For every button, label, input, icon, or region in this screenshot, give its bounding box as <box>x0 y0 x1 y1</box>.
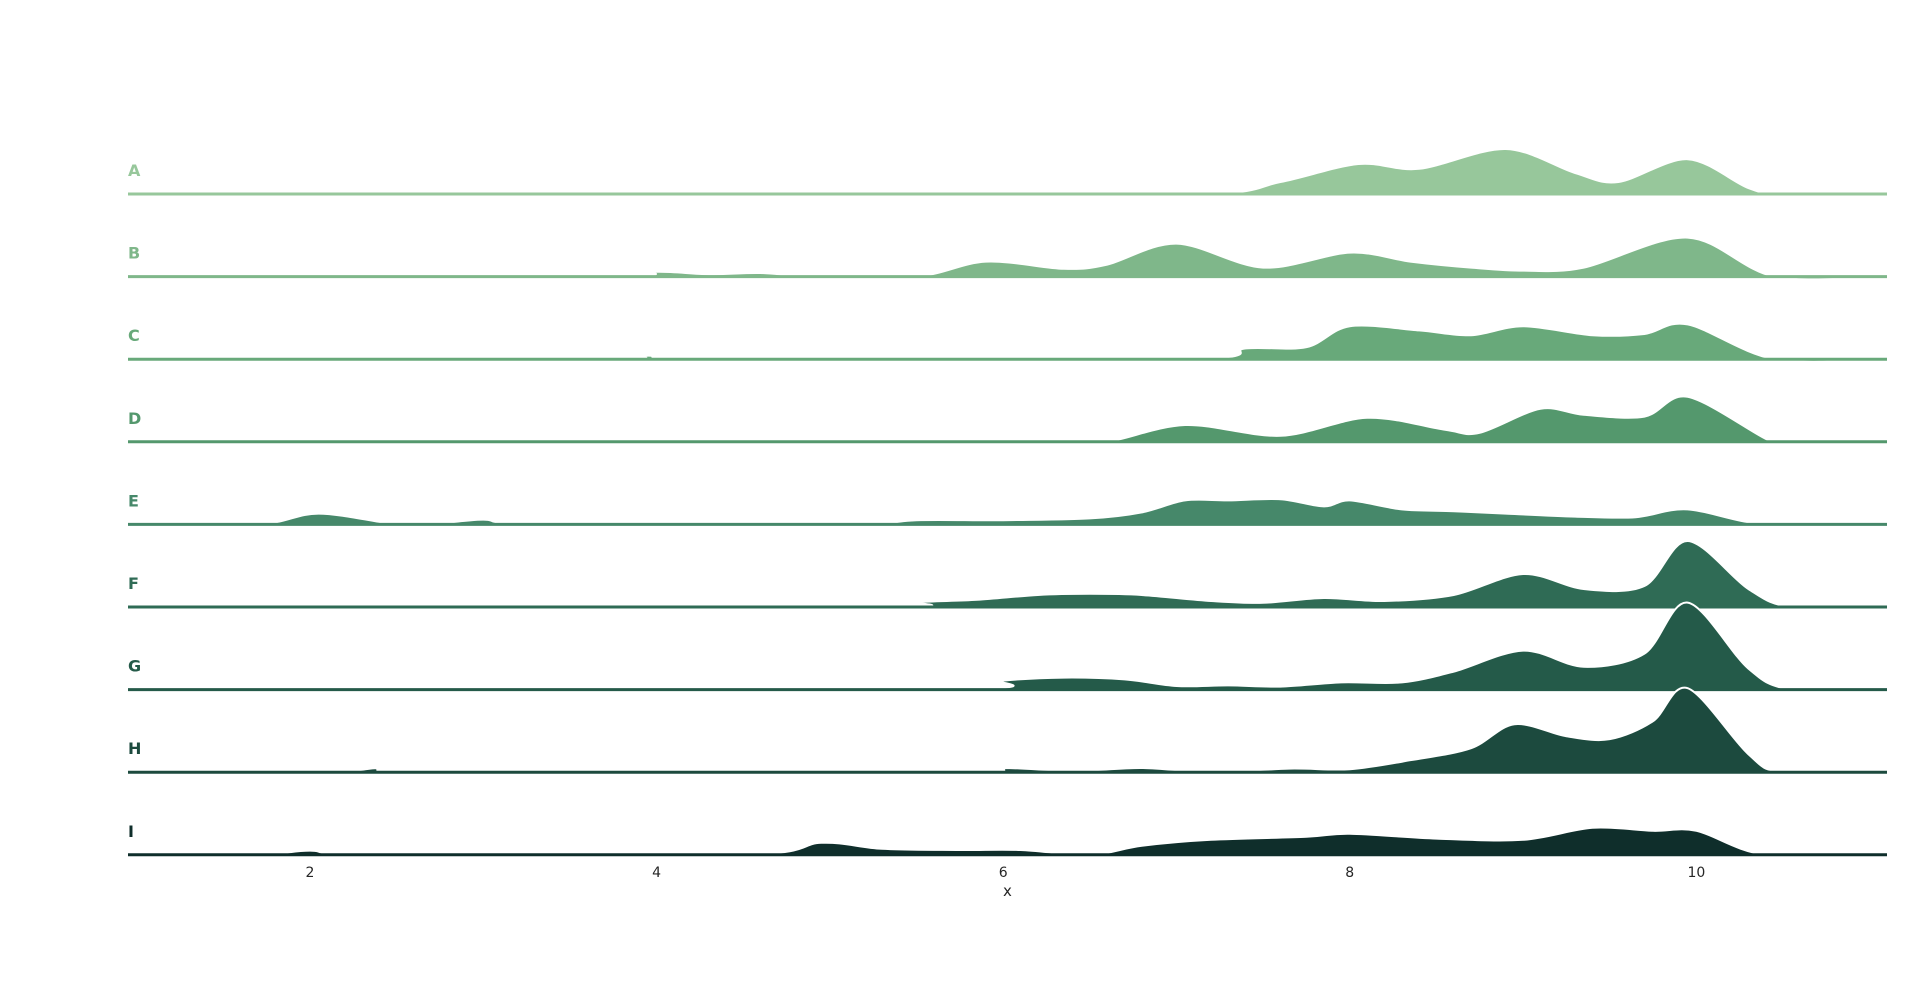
ridge-label-C: C <box>128 326 140 345</box>
ridge-label-F: F <box>128 574 139 593</box>
ridge-F <box>127 539 1888 610</box>
ridge-area-B <box>128 237 1887 280</box>
ridge-G <box>127 601 1888 693</box>
ridge-B <box>127 236 1888 281</box>
x-axis-label: x <box>1003 882 1012 900</box>
ridge-area-A <box>128 148 1887 195</box>
x-tick-label: 2 <box>306 865 315 881</box>
x-tick-label: 4 <box>652 865 661 881</box>
ridge-A <box>127 147 1888 196</box>
ridges-group <box>127 147 1888 858</box>
ridge-area-C <box>128 323 1887 362</box>
x-tick-label: 8 <box>1345 865 1354 881</box>
ridge-area-H <box>128 687 1887 774</box>
ridge-D <box>127 395 1888 445</box>
ridge-label-D: D <box>128 409 141 428</box>
ridge-H <box>127 686 1888 775</box>
ridge-outline-C <box>127 322 1888 363</box>
ridge-area-G <box>128 602 1887 692</box>
ridge-E <box>127 497 1888 527</box>
ridge-area-E <box>128 498 1887 526</box>
ridge-label-E: E <box>128 491 139 510</box>
ridge-area-F <box>128 540 1887 609</box>
ridge-labels-group: A B C D E F G H I <box>128 161 141 841</box>
ridge-label-G: G <box>128 657 141 676</box>
ridge-label-B: B <box>128 244 140 263</box>
x-tick-labels: 2 4 6 8 10 <box>306 865 1706 881</box>
ridge-label-H: H <box>128 739 141 758</box>
ridge-outline-B <box>127 236 1888 281</box>
x-tick-label: 10 <box>1687 865 1705 881</box>
ridge-area-I <box>128 827 1887 857</box>
ridge-label-I: I <box>128 822 134 841</box>
ridge-area-D <box>128 396 1887 444</box>
ridge-C <box>127 322 1888 363</box>
ridge-label-A: A <box>128 161 141 180</box>
ridge-I <box>127 826 1888 858</box>
x-axis: 2 4 6 8 10 x <box>306 865 1706 900</box>
x-tick-label: 6 <box>999 865 1008 881</box>
